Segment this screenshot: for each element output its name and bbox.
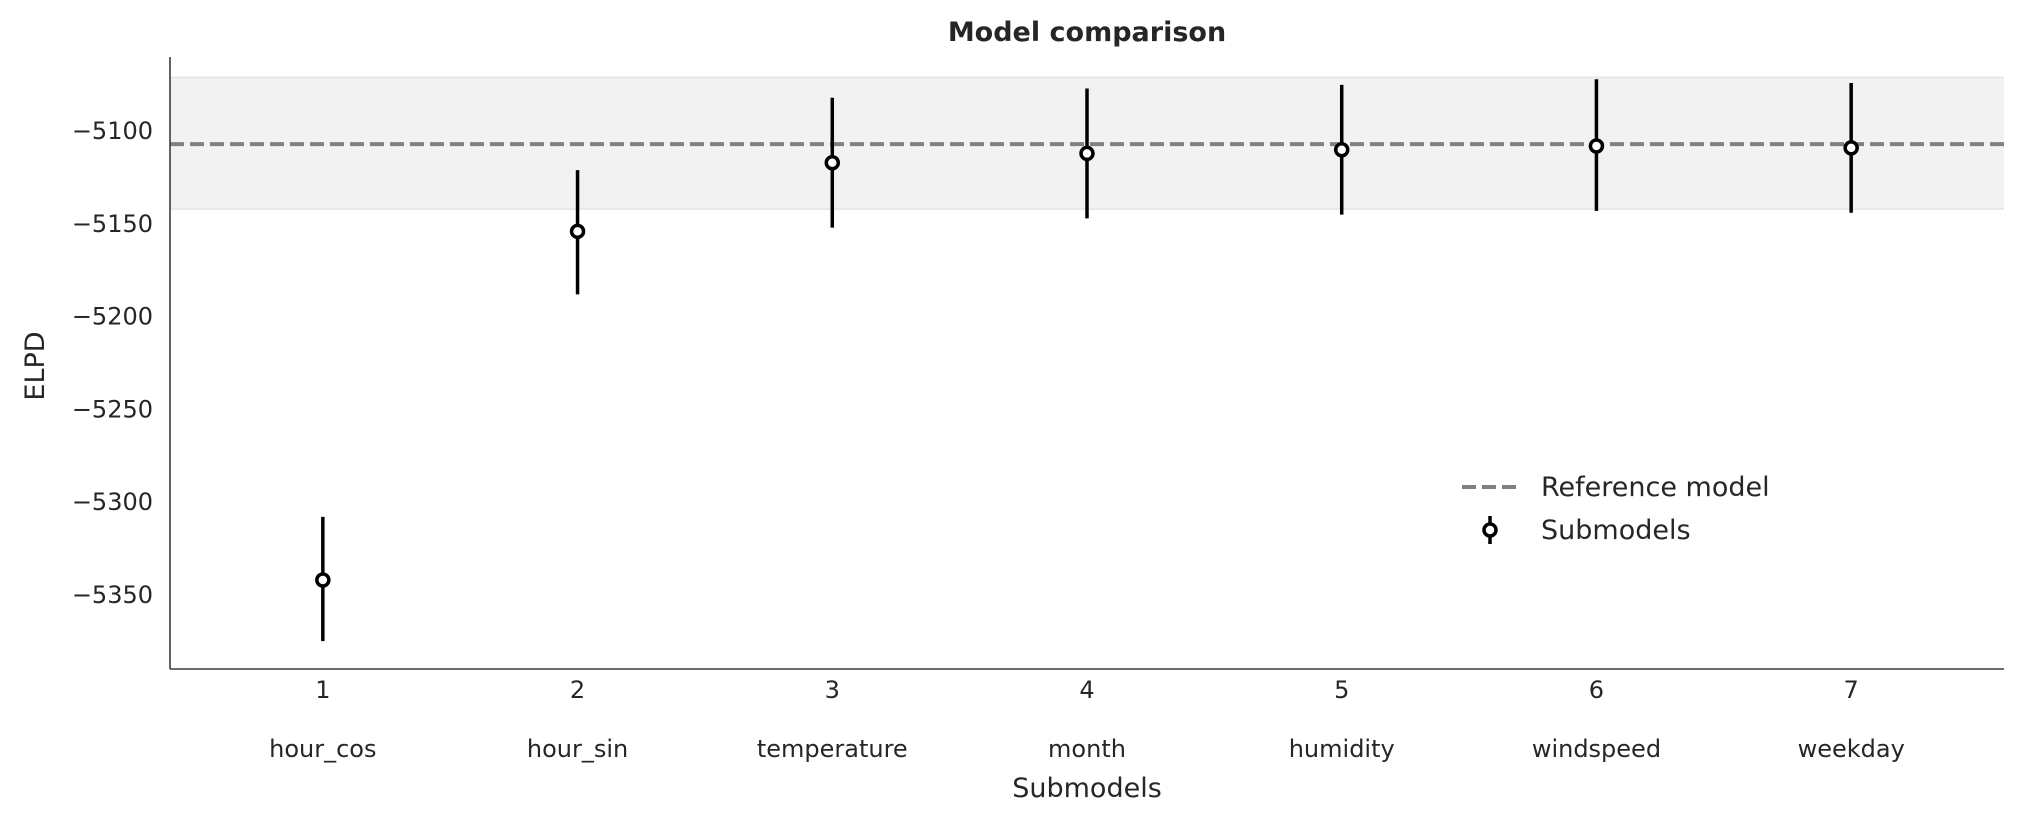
- x-tick-label: 7: [1844, 676, 1859, 704]
- point-windspeed: [1588, 138, 1605, 154]
- x-axis-label: Submodels: [1012, 773, 1162, 804]
- point-humidity: [1333, 141, 1350, 158]
- submodel-name-label: windspeed: [1532, 735, 1661, 763]
- point-month: [1079, 145, 1095, 162]
- y-tick-label: −5150: [72, 210, 153, 238]
- legend-submodels-swatch-marker: [1482, 522, 1498, 538]
- y-tick-label: −5200: [72, 303, 153, 331]
- x-tick-label: 6: [1589, 676, 1604, 704]
- y-tick-label: −5100: [72, 117, 153, 145]
- legend-reference-label: Reference model: [1541, 472, 1770, 503]
- legend: Reference model Submodels: [1462, 472, 1770, 546]
- submodel-points-layer: [315, 79, 1859, 642]
- submodel-name-label: humidity: [1289, 735, 1395, 763]
- x-tick-label: 3: [825, 676, 840, 704]
- y-tick-label: −5300: [72, 488, 153, 516]
- x-tick-label: 4: [1079, 676, 1094, 704]
- y-tick-label: −5350: [72, 581, 153, 609]
- y-tick-label: −5250: [72, 395, 153, 423]
- y-axis-label: ELPD: [20, 331, 51, 400]
- x-tick-label: 5: [1334, 676, 1349, 704]
- x-tick-label: 2: [570, 676, 585, 704]
- x-tick-labels: 1 hour_cos 2 hour_sin 3 temperature 4 month 5 hum…: [269, 676, 1905, 763]
- x-tick-label: 1: [315, 676, 330, 704]
- point-weekday: [1843, 140, 1859, 156]
- submodel-name-label: month: [1048, 735, 1126, 763]
- y-tick-labels: −5100 −5150 −5200 −5250 −5300 −5350: [72, 117, 153, 609]
- point-hour_sin: [569, 223, 586, 240]
- chart-title: Model comparison: [948, 17, 1226, 48]
- point-temperature: [824, 154, 841, 171]
- submodel-name-label: weekday: [1798, 735, 1905, 763]
- point-hour_cos: [315, 572, 331, 588]
- submodel-name-label: hour_cos: [269, 735, 376, 763]
- submodel-name-label: temperature: [757, 735, 908, 763]
- legend-submodels-label: Submodels: [1541, 515, 1691, 546]
- submodel-name-label: hour_sin: [527, 735, 628, 763]
